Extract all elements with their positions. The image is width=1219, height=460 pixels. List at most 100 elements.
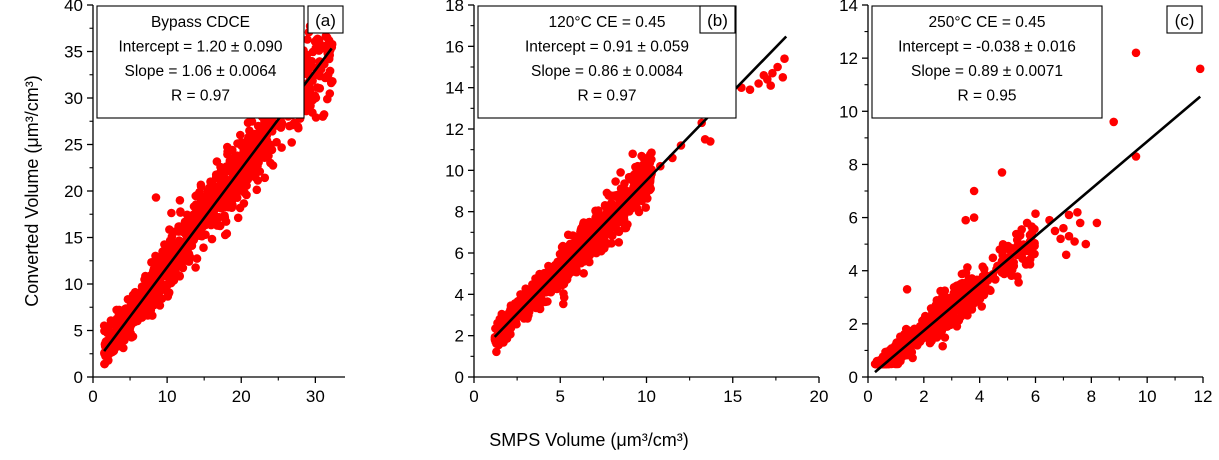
y-tick-label: 12 [839, 49, 858, 68]
data-point [227, 185, 236, 194]
annotation-line: Slope = 0.89 ± 0.0071 [911, 63, 1063, 80]
data-point [1028, 250, 1037, 259]
data-point [213, 221, 222, 230]
data-point [507, 308, 516, 318]
data-point [492, 347, 501, 357]
data-point [147, 258, 156, 267]
data-point [241, 150, 251, 159]
data-point [611, 177, 620, 186]
data-point [1064, 231, 1074, 241]
data-point [1012, 235, 1022, 245]
data-point [256, 148, 265, 158]
annotation-line: Slope = 1.06 ± 0.0064 [124, 63, 276, 80]
data-point [766, 81, 775, 90]
data-point [1081, 239, 1091, 249]
panel-label-box [307, 5, 344, 34]
data-point [240, 188, 249, 198]
panel-label-box [699, 5, 736, 34]
y-tick-label: 6 [849, 209, 858, 228]
panel-label: (b) [707, 11, 728, 30]
data-point [506, 324, 515, 333]
x-tick-label: 20 [810, 387, 829, 406]
data-point [199, 243, 208, 252]
panel-label: (a) [315, 11, 336, 30]
data-point [637, 151, 646, 161]
data-point [745, 85, 755, 94]
data-point [579, 269, 588, 278]
y-tick-label: 4 [455, 285, 464, 304]
x-tick-label: 15 [723, 387, 742, 406]
data-point [104, 356, 113, 365]
y-tick-label: 20 [64, 182, 83, 201]
data-point [186, 224, 195, 233]
x-tick-label: 2 [919, 387, 928, 406]
y-tick-label: 0 [455, 368, 464, 387]
y-tick-label: 10 [445, 161, 464, 180]
y-tick-label: 6 [455, 244, 464, 263]
data-point [642, 161, 651, 171]
data-point [134, 291, 143, 301]
data-point [1017, 225, 1026, 234]
data-point [947, 316, 957, 326]
data-point [182, 210, 192, 220]
data-point [203, 186, 212, 196]
data-point [621, 204, 630, 213]
data-point [277, 143, 286, 152]
data-point [1009, 261, 1019, 271]
data-point [247, 117, 257, 126]
data-point [195, 187, 204, 197]
panel-label: (c) [1175, 11, 1195, 30]
data-point [321, 31, 331, 41]
data-point [267, 145, 277, 155]
data-point [778, 73, 788, 82]
x-axis-title: SMPS Volume (μm³/cm³) [489, 430, 688, 450]
data-point [125, 302, 135, 312]
annotation-line: R = 0.95 [957, 88, 1016, 105]
data-point [961, 215, 970, 225]
data-point [1070, 237, 1079, 246]
data-point [310, 37, 320, 46]
data-point [303, 35, 312, 44]
data-point [618, 188, 627, 197]
data-point [128, 332, 138, 341]
data-point [578, 224, 587, 234]
data-point [1195, 64, 1205, 74]
data-point [969, 186, 979, 196]
annotation-line: Intercept = 0.91 ± 0.059 [525, 39, 689, 56]
data-point [114, 305, 124, 315]
data-point [949, 283, 959, 292]
data-point [967, 305, 977, 314]
data-point [311, 93, 321, 103]
data-point [978, 262, 987, 272]
data-point [1031, 209, 1040, 218]
data-point [325, 89, 335, 98]
data-point [315, 84, 325, 93]
data-point [328, 77, 337, 86]
data-point [120, 330, 130, 340]
data-point [148, 311, 157, 320]
chart-panel-c: 0 2 4 6 8 10 12 0 2 4 6 8 10 12 14 250°C CE = 0.45 Inter… [839, 0, 1212, 406]
data-point [754, 79, 763, 88]
x-tick-label: 0 [88, 387, 97, 406]
data-point [969, 213, 979, 222]
data-point [175, 196, 185, 205]
data-point [1018, 254, 1027, 263]
data-point [628, 149, 637, 159]
x-tick-label: 0 [469, 387, 478, 406]
data-point [568, 231, 578, 240]
data-point [251, 129, 261, 139]
data-point [559, 251, 569, 261]
data-point [1003, 241, 1013, 251]
data-point [563, 245, 573, 255]
data-point [285, 121, 294, 131]
y-tick-label: 0 [849, 368, 858, 387]
data-point [535, 278, 544, 288]
data-point [148, 295, 158, 305]
data-point [988, 253, 998, 263]
x-tick-label: 30 [306, 387, 325, 406]
data-point [559, 299, 568, 309]
data-points [870, 48, 1205, 369]
data-point [192, 254, 202, 263]
data-point [541, 297, 550, 307]
data-point [925, 333, 934, 343]
